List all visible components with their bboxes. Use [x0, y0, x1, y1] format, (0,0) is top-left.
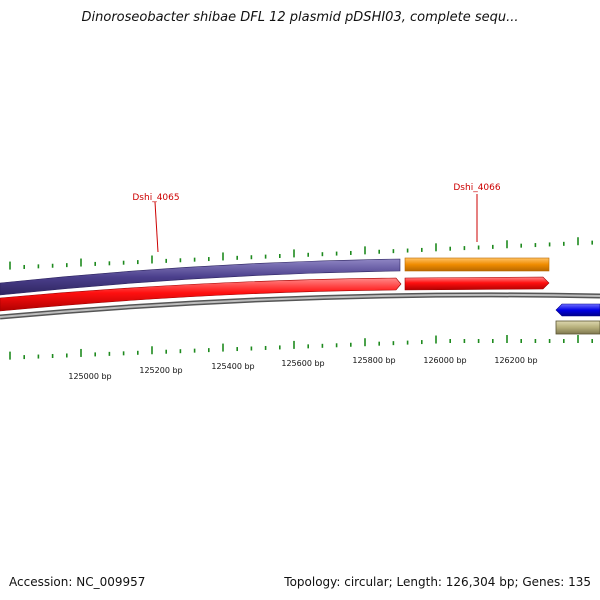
scale-label: 125600 bp — [281, 359, 324, 368]
scale-label: 125200 bp — [139, 366, 182, 375]
cds-arrow-dshi-4066 — [404, 276, 550, 291]
gene-label-dshi-4065: Dshi_4065 — [132, 193, 179, 203]
gene-band-orange — [404, 257, 550, 272]
cds-arrow-reverse — [555, 303, 600, 317]
scale-label: 126000 bp — [423, 356, 466, 365]
scale-label: 125000 bp — [68, 372, 111, 381]
scale-label: 126200 bp — [494, 356, 537, 365]
tick-marks — [9, 237, 594, 360]
cds-arrow-dshi-4065 — [0, 277, 402, 312]
sequence-summary: Topology: circular; Length: 126,304 bp; … — [284, 575, 591, 589]
scale-label: 125400 bp — [211, 362, 254, 371]
misc-feature-band — [555, 320, 600, 335]
accession-text: Accession: NC_009957 — [9, 575, 146, 589]
gene-band-purple — [0, 258, 401, 296]
map-title: Dinoroseobacter shibae DFL 12 plasmid pD… — [81, 10, 519, 25]
gene-label-dshi-4066: Dshi_4066 — [453, 183, 501, 193]
scale-label: 125800 bp — [352, 356, 395, 365]
gene-label-leader — [154, 201, 159, 253]
